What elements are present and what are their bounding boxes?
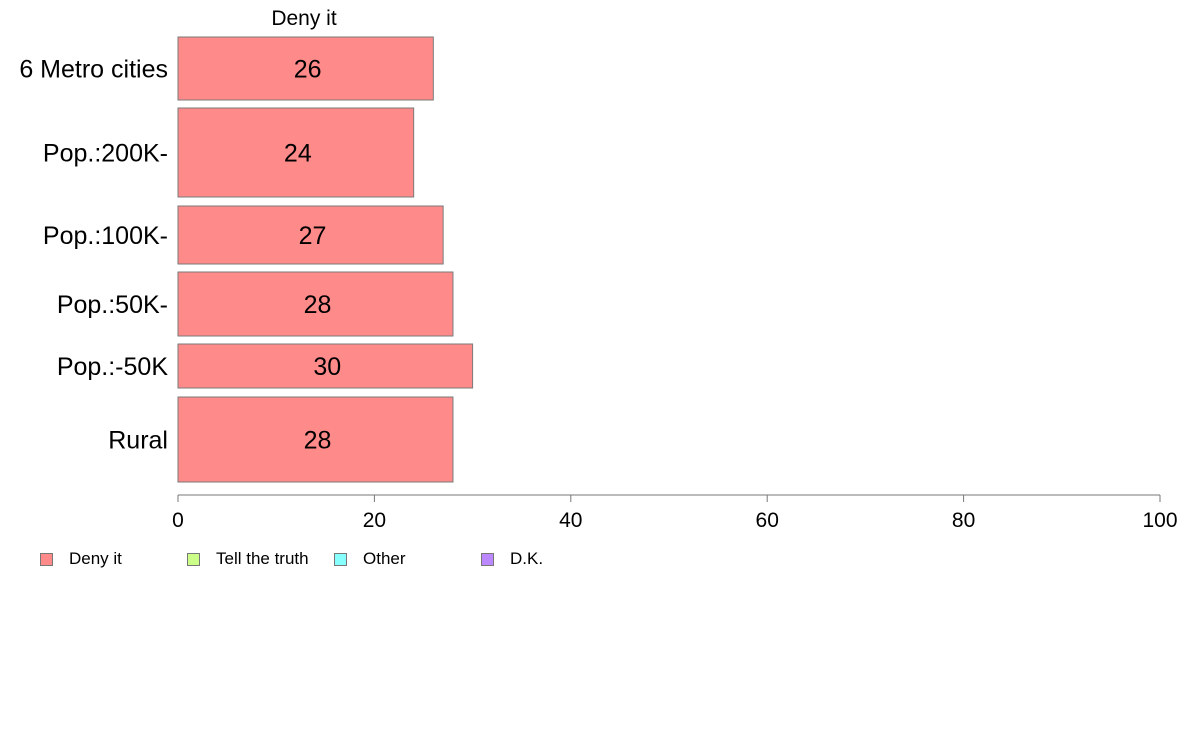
category-label: Rural <box>108 427 168 455</box>
bar <box>177 343 474 389</box>
category-label: Pop.:50K- <box>57 291 168 319</box>
x-tick-label: 0 <box>172 509 184 532</box>
data-label: 27 <box>299 222 327 250</box>
x-axis: 0 20 40 60 80 100 <box>172 494 1178 532</box>
bar <box>177 36 434 101</box>
category-label: 6 Metro cities <box>19 56 168 84</box>
x-tick-label: 20 <box>363 509 386 532</box>
bar <box>177 271 454 337</box>
legend-swatch-dk <box>481 552 494 566</box>
data-label: 26 <box>294 56 322 84</box>
legend-item-tell-the-truth: Tell the truth <box>187 549 309 569</box>
x-tick-label: 60 <box>756 509 779 532</box>
legend-swatch-deny-it <box>40 552 53 566</box>
legend-swatch-other <box>334 552 347 566</box>
bar <box>177 205 444 265</box>
x-tick-label: 40 <box>559 509 582 532</box>
bars-group: 6 Metro cities 26 Pop.:200K- 24 Pop.:100K- 27… <box>19 36 474 483</box>
legend-label-deny-it: Deny it <box>69 549 122 568</box>
legend-item-deny-it: Deny it <box>40 549 122 569</box>
data-label: 24 <box>284 140 312 168</box>
legend-swatch-tell-the-truth <box>187 552 200 566</box>
legend-label-tell-the-truth: Tell the truth <box>216 549 309 568</box>
category-label: Pop.:100K- <box>43 222 168 250</box>
category-label: Pop.:200K- <box>43 140 168 168</box>
legend-item-other: Other <box>334 549 406 569</box>
legend-label-other: Other <box>363 549 406 568</box>
category-label: Pop.:-50K <box>57 353 169 381</box>
data-label: 28 <box>304 427 332 455</box>
bar <box>177 396 454 483</box>
bar <box>177 107 415 198</box>
legend-label-dk: D.K. <box>510 549 544 568</box>
data-label: 28 <box>304 291 332 319</box>
x-tick-label: 100 <box>1142 509 1177 532</box>
data-label: 30 <box>313 353 341 381</box>
panel-title: Deny it <box>271 7 337 30</box>
legend-item-dk: D.K. <box>481 549 543 569</box>
x-tick-label: 80 <box>952 509 975 532</box>
